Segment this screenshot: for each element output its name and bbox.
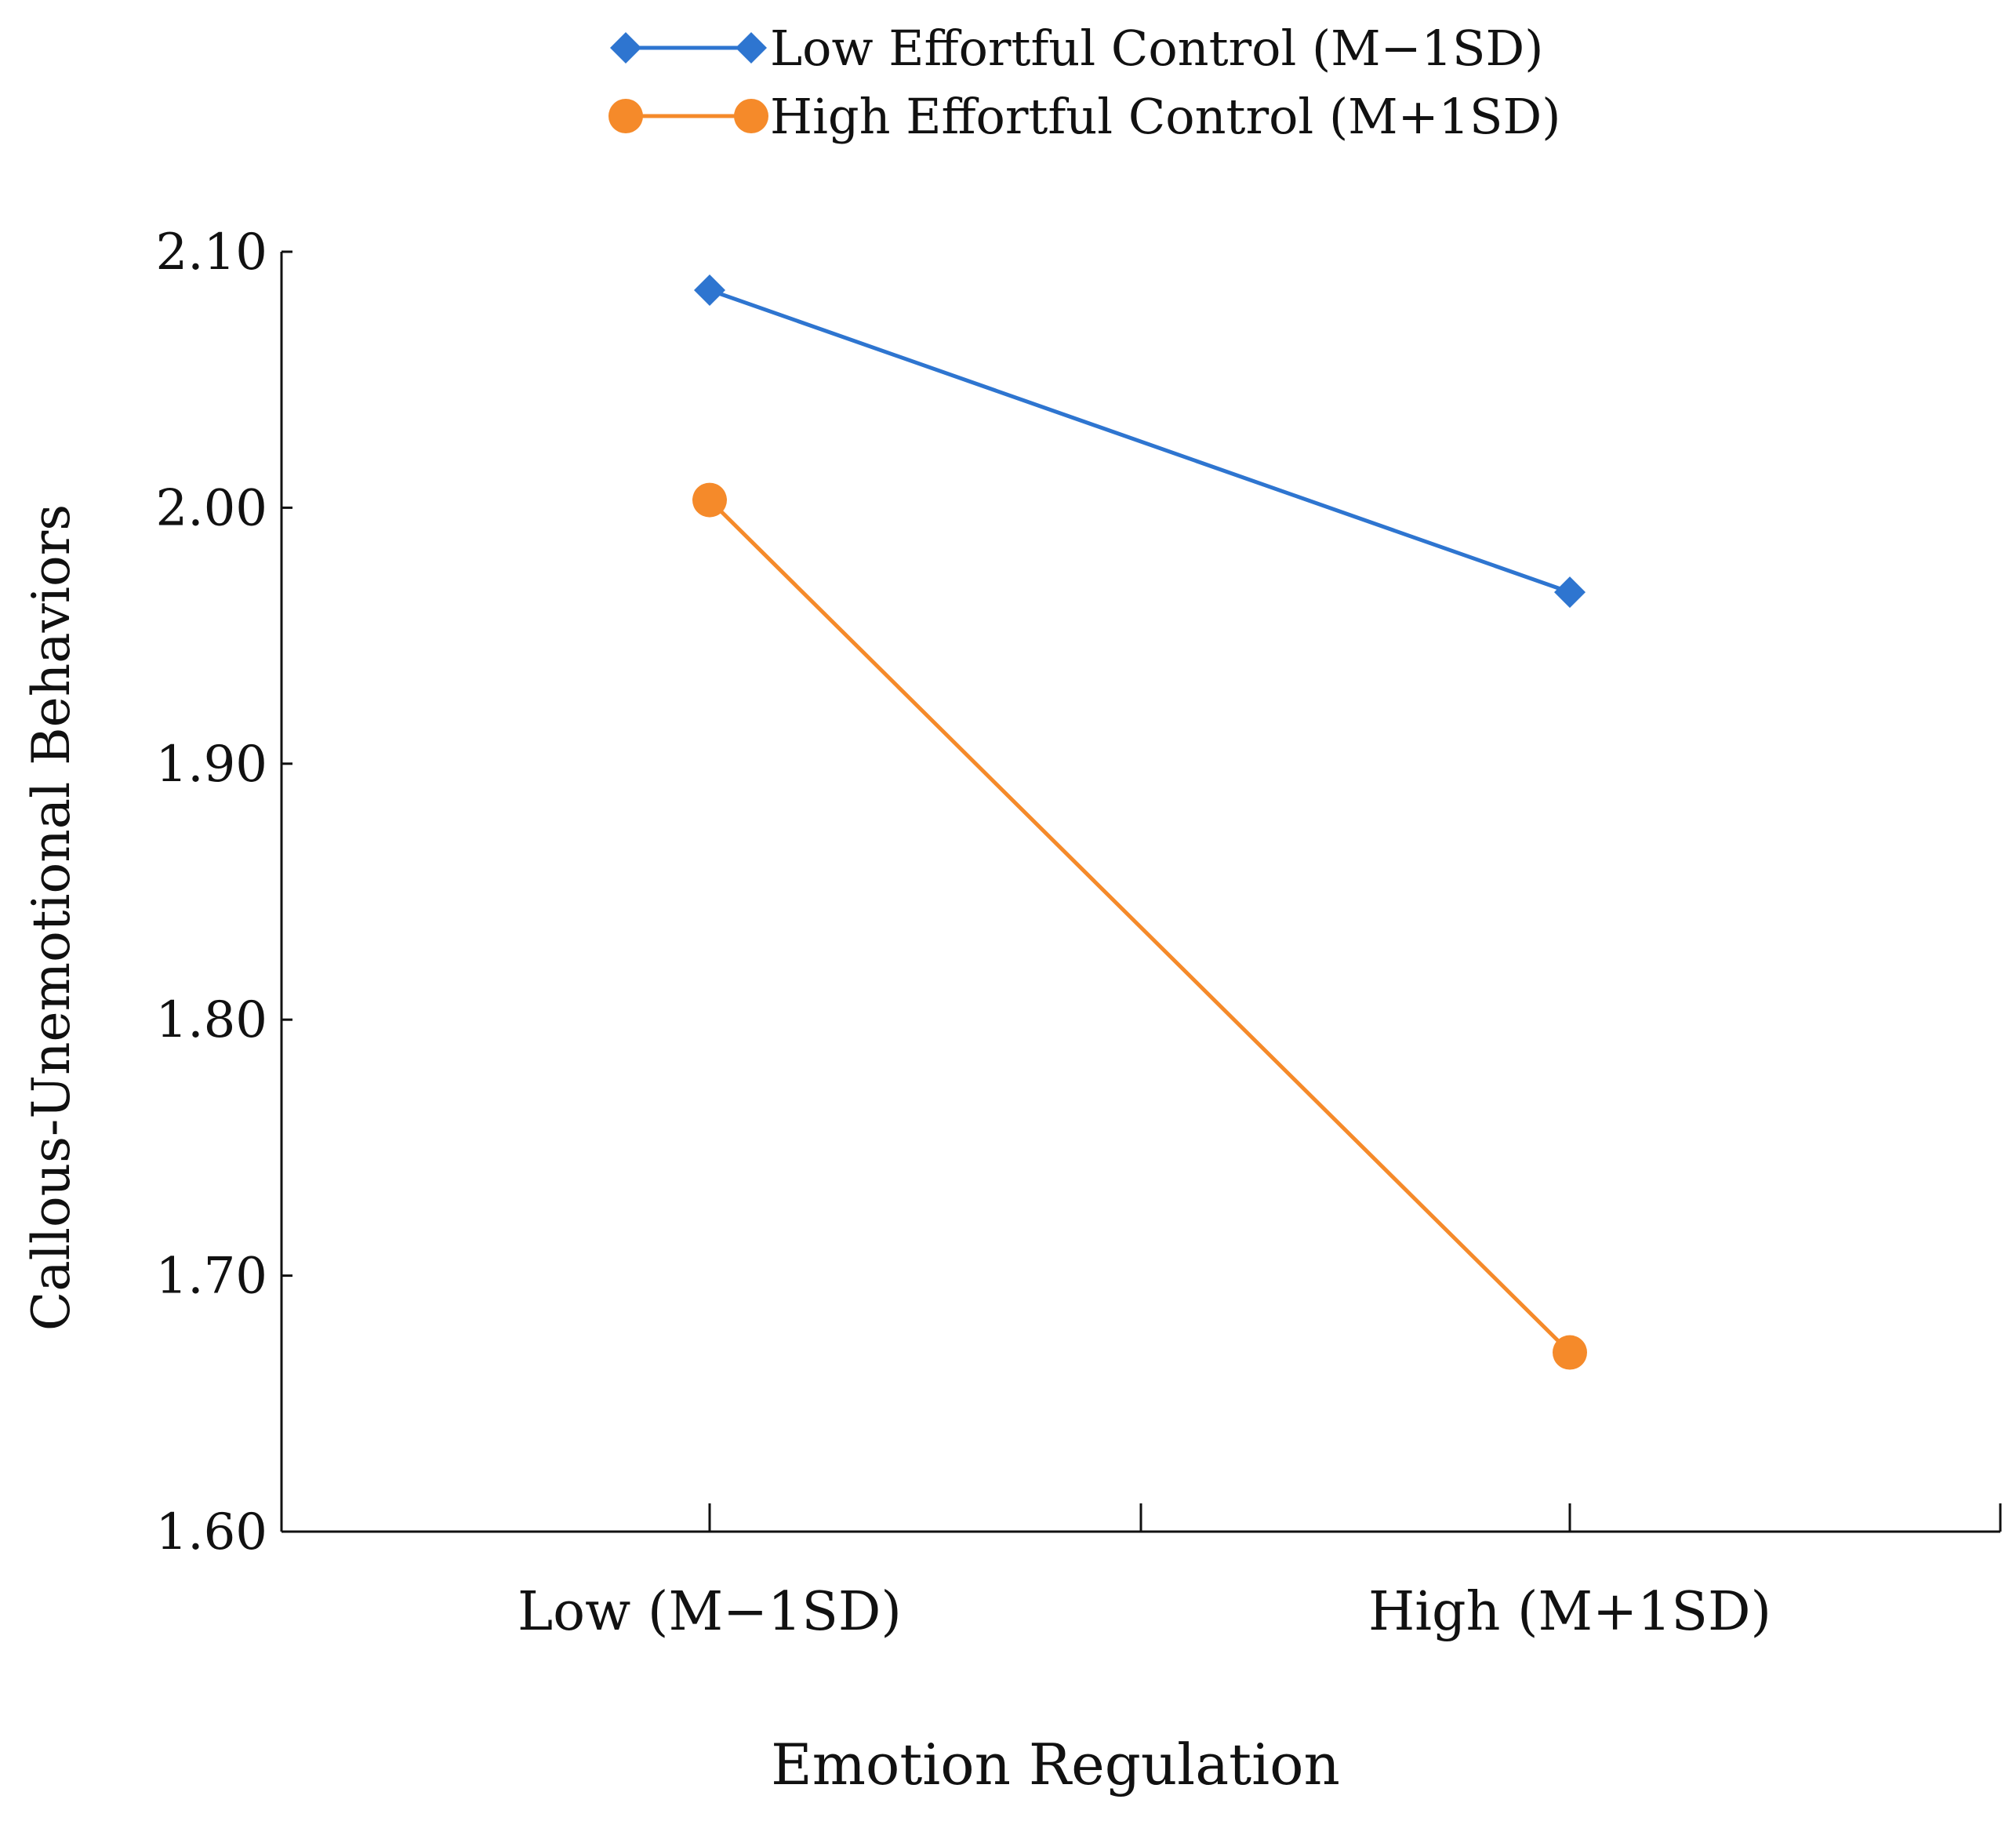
series-1 <box>692 482 1587 1370</box>
data-point <box>1553 1335 1587 1370</box>
legend-label: Low Effortful Control (M−1SD) <box>770 20 1543 77</box>
y-tick-label: 1.90 <box>156 736 268 794</box>
y-tick-label: 1.70 <box>156 1248 268 1306</box>
series-line <box>708 498 1571 1354</box>
x-tick-label: High (M+1SD) <box>1368 1581 1771 1643</box>
legend: Low Effortful Control (M−1SD) High Effort… <box>608 20 1560 145</box>
legend-label: High Effortful Control (M+1SD) <box>770 88 1560 145</box>
legend-marker <box>734 99 768 133</box>
legend-item-1: High Effortful Control (M+1SD) <box>608 88 1560 145</box>
x-axis-label: Emotion Regulation <box>771 1732 1340 1797</box>
y-tick-label: 1.80 <box>156 991 268 1049</box>
y-tick-label: 2.00 <box>156 479 268 537</box>
y-tick-label: 1.60 <box>156 1503 268 1561</box>
legend-item-0: Low Effortful Control (M−1SD) <box>610 20 1543 77</box>
series-0 <box>694 274 1586 609</box>
series-line <box>709 288 1571 594</box>
legend-marker <box>608 99 643 133</box>
axes <box>280 252 2000 1533</box>
data-point <box>1554 576 1586 609</box>
legend-marker <box>610 32 641 64</box>
data-point <box>694 274 725 306</box>
legend-marker <box>736 32 767 64</box>
data-point <box>692 482 727 518</box>
y-axis-label: Callous-Unemotional Behaviors <box>21 504 82 1331</box>
y-tick-label: 2.10 <box>156 224 268 282</box>
x-tick-label: Low (M−1SD) <box>518 1581 902 1643</box>
